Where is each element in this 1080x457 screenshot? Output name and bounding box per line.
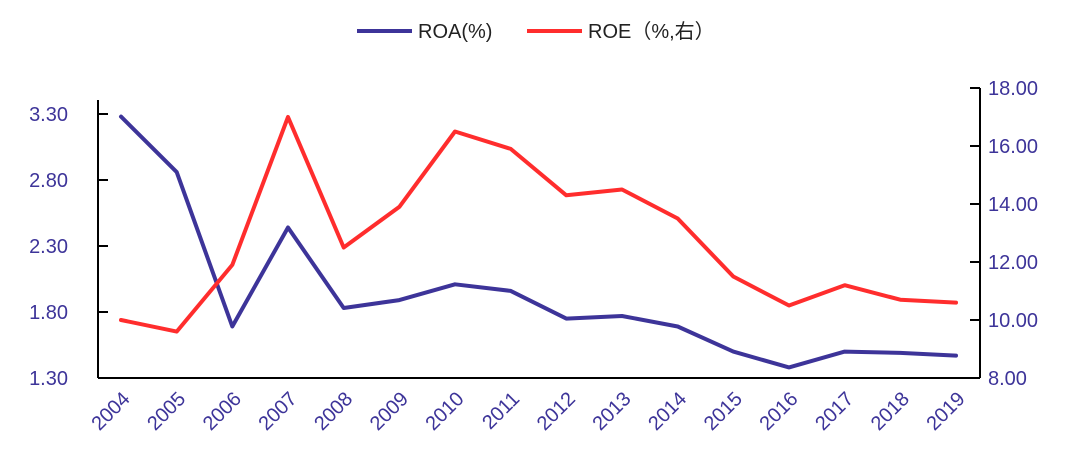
y-right-tick-label: 12.00	[988, 252, 1038, 274]
x-tick-label: 2011	[478, 388, 524, 434]
x-tick-label: 2016	[756, 388, 803, 435]
x-tick-label: 2007	[255, 388, 302, 435]
x-tick-label: 2006	[199, 388, 246, 435]
x-tick-label: 2017	[811, 388, 858, 435]
y-right-tick-label: 18.00	[988, 78, 1038, 100]
x-tick-label: 2010	[422, 388, 469, 435]
x-tick-label: 2018	[867, 388, 914, 435]
y-left-tick-label: 1.80	[29, 302, 68, 324]
series-line-roa	[119, 114, 958, 370]
y-left-tick-label: 3.30	[29, 104, 68, 126]
y-right-tick-label: 10.00	[988, 310, 1038, 332]
series-line-roe	[119, 115, 958, 334]
legend: ROA(%) ROE（%,右）	[357, 20, 715, 43]
x-tick-label: 2009	[366, 388, 413, 435]
legend-label-roe: ROE（%,右）	[588, 20, 715, 43]
x-tick-label: 2019	[923, 388, 970, 435]
x-tick-label: 2015	[700, 388, 747, 435]
y-left-tick-label: 2.80	[29, 170, 68, 192]
x-tick-label: 2012	[533, 388, 580, 435]
y-right-tick-label: 8.00	[988, 368, 1027, 390]
y-right-tick-label: 14.00	[988, 194, 1038, 216]
y-left-tick-label: 1.30	[29, 368, 68, 390]
y-right-tick-label: 16.00	[988, 136, 1038, 158]
x-tick-label: 2013	[589, 388, 636, 435]
x-tick-label: 2008	[310, 388, 357, 435]
series-group	[119, 114, 958, 370]
y-left-tick-label: 2.30	[29, 236, 68, 258]
axes: 1.30 1.80 2.30 2.80 3.30 8.00 10.00 12.00 14.00 1…	[29, 78, 1038, 435]
x-tick-label: 2004	[88, 388, 135, 435]
x-tick-label: 2005	[143, 388, 190, 435]
legend-label-roa: ROA(%)	[418, 21, 492, 43]
x-tick-label: 2014	[644, 388, 691, 435]
